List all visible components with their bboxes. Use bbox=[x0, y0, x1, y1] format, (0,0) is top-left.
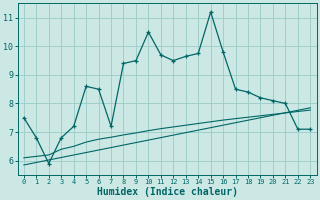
X-axis label: Humidex (Indice chaleur): Humidex (Indice chaleur) bbox=[97, 186, 237, 197]
